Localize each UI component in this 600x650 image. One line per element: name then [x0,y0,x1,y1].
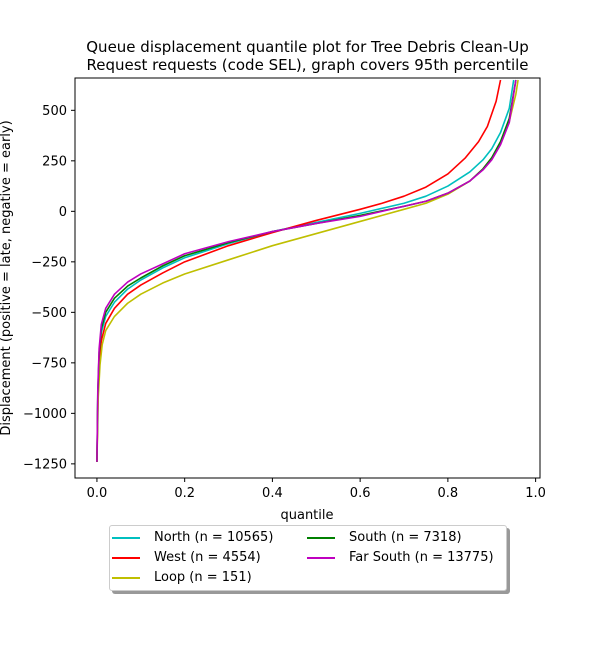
legend-swatch-far-south [307,557,335,559]
x-tick-label: 0.4 [262,486,283,501]
y-tick-label: −500 [31,306,67,321]
x-tick-label: 0.0 [87,486,108,501]
y-axis-label: Displacement (positive = late, negative … [0,120,14,435]
y-tick-label: 250 [42,154,67,169]
chart-title-line-1: Queue displacement quantile plot for Tre… [86,38,529,56]
y-tick-label: 500 [42,104,67,119]
y-tick-label: −750 [31,356,67,371]
legend-swatch-south [307,537,335,539]
legend: North (n = 10565) West (n = 4554) Loop (… [109,525,507,591]
legend-label-far-south: Far South (n = 13775) [349,550,494,565]
series-layer [96,79,519,462]
x-tick-label: 1.0 [525,486,546,501]
legend-label-south: South (n = 7318) [349,530,462,545]
series-line-north [96,79,515,462]
y-tick-label: −1250 [23,457,67,472]
series-line-loop [96,79,519,462]
x-axis: 0.0 0.2 0.4 0.6 0.8 1.0 [87,478,546,501]
x-tick-label: 0.2 [174,486,195,501]
y-tick-label: −1000 [23,407,67,422]
series-line-far-south [96,79,517,462]
legend-swatch-west [112,557,140,559]
x-axis-label: quantile [280,508,333,523]
series-line-south [96,79,517,462]
legend-label-north: North (n = 10565) [154,530,274,545]
legend-swatch-north [112,537,140,539]
y-axis: −1250 −1000 −750 −500 −250 0 250 500 [23,104,75,472]
x-tick-label: 0.6 [350,486,371,501]
y-tick-label: −250 [31,255,67,270]
x-tick-label: 0.8 [438,486,459,501]
y-tick-label: 0 [59,205,67,220]
legend-swatch-loop [112,577,140,579]
chart-title-line-2: Request requests (code SEL), graph cover… [86,56,529,74]
series-line-west [96,79,502,462]
legend-label-loop: Loop (n = 151) [154,570,252,585]
plot-frame [74,77,541,479]
legend-label-west: West (n = 4554) [154,550,261,565]
